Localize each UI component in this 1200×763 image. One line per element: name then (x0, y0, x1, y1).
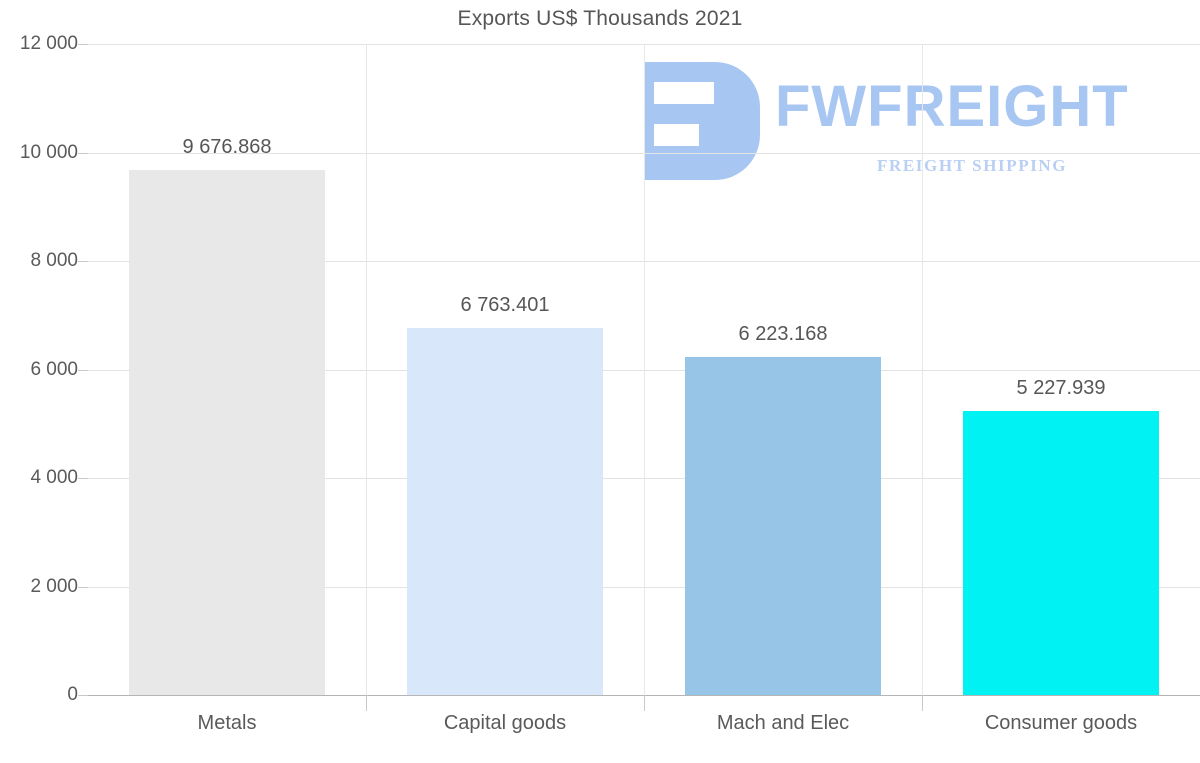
x-axis-tick (644, 695, 645, 711)
y-axis-tick-label: 0 (67, 684, 78, 705)
y-axis-tick (78, 478, 88, 479)
y-axis-tick-label: 10 000 (19, 141, 78, 163)
y-axis-tick-label: 8 000 (30, 250, 78, 271)
bar-metals[interactable] (129, 170, 325, 695)
y-axis-tick (78, 695, 88, 696)
x-axis-category-label: Mach and Elec (716, 712, 850, 734)
y-axis-tick (78, 369, 88, 371)
chart-title: Exports US$ Thousands 2021 (457, 7, 743, 30)
bar-capital-goods[interactable] (407, 328, 603, 695)
y-axis-tick-label: 6 000 (30, 358, 78, 380)
bar-mach-and-elec[interactable] (685, 357, 881, 695)
plot-area: 9 676.868 Metals 6 763.401 Capital goods 6 2… (78, 44, 1200, 734)
y-axis-tick (78, 586, 88, 588)
bar-value-label: 6 223.168 (738, 323, 828, 346)
bar-value-label: 9 676.868 (182, 136, 272, 159)
y-axis-tick-label: 2 000 (30, 575, 78, 597)
bar-value-label: 5 227.939 (1016, 377, 1106, 400)
gridline-horizontal (78, 695, 1200, 696)
bar-consumer-goods[interactable] (963, 411, 1159, 695)
y-axis-tick (78, 261, 88, 262)
gridline-vertical (366, 44, 367, 695)
gridline-vertical (644, 44, 645, 695)
x-axis-category-label: Consumer goods (984, 712, 1138, 734)
x-axis-category-label: Metals (197, 712, 257, 734)
x-axis-category-label: Capital goods (443, 712, 567, 734)
x-axis-tick (922, 695, 923, 711)
y-axis-tick-label: 12 000 (19, 33, 78, 54)
y-axis-tick (78, 152, 88, 154)
bar-value-label: 6 763.401 (460, 294, 550, 317)
x-axis-tick (366, 695, 367, 711)
gridline-vertical (922, 44, 923, 695)
y-axis-tick (78, 44, 88, 45)
y-axis-tick-label: 4 000 (30, 467, 78, 488)
